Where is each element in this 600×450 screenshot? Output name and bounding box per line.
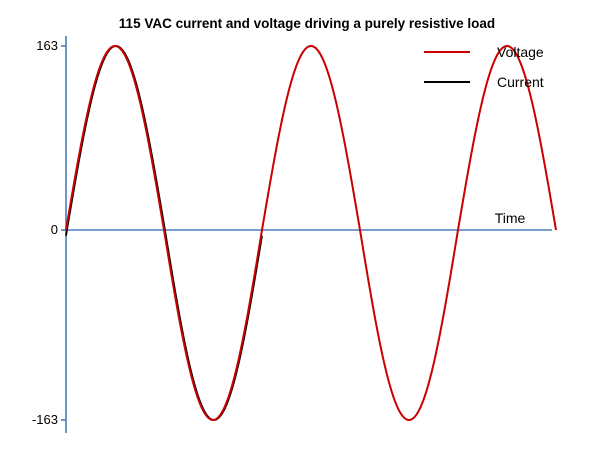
- y-tick-label-neg163: -163: [32, 412, 58, 427]
- y-tick-label-0: 0: [51, 222, 58, 237]
- axes: [61, 36, 552, 433]
- series-line-voltage: [65, 44, 557, 422]
- chart-title: 115 VAC current and voltage driving a pu…: [119, 16, 495, 31]
- legend: Voltage Current: [424, 44, 544, 90]
- legend-label-voltage: Voltage: [497, 44, 544, 60]
- y-axis-tick-labels: 163 0 -163: [32, 38, 58, 427]
- series-lines: [65, 44, 557, 422]
- legend-label-current: Current: [497, 74, 544, 90]
- x-axis-label: Time: [495, 210, 526, 226]
- y-tick-label-163: 163: [36, 38, 58, 53]
